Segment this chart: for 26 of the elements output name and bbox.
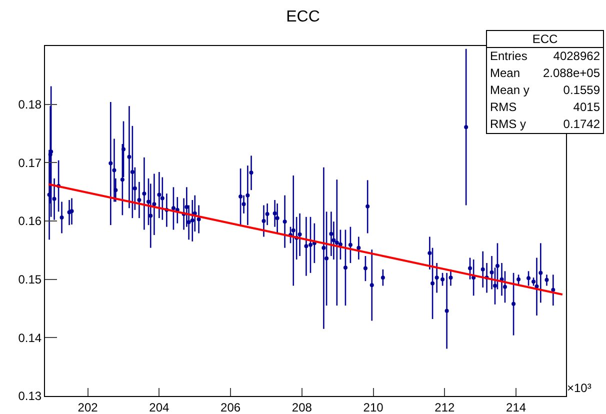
annotation: Mean (490, 65, 520, 82)
y-tick-label: 0.15 (18, 272, 42, 287)
chart-title: ECC (286, 8, 320, 26)
annotation: Entries (490, 48, 528, 65)
annotation: 2.088e+05 (542, 65, 600, 82)
annotation: RMS y (490, 116, 526, 133)
x-tick-label: 212 (434, 400, 455, 414)
annotation: 0.1559 (563, 82, 600, 99)
y-tick-label: 0.18 (18, 98, 42, 112)
x-tick-label: 210 (363, 400, 384, 414)
x-tick-label: 214 (506, 400, 526, 414)
y-tick-label: 0.17 (18, 156, 42, 170)
text: 4015 (573, 99, 600, 116)
y-tick-label: 0.13 (18, 389, 42, 404)
annotation: ECC (487, 31, 603, 48)
annotation: 4028962 (553, 48, 600, 65)
annotation: Mean y (490, 82, 530, 99)
x-tick-label: 204 (149, 400, 170, 414)
x-tick-label: 202 (78, 400, 98, 414)
annotation: 0.1742 (563, 116, 600, 133)
x-tick-label: 208 (292, 400, 312, 414)
annotation: RMS (490, 99, 517, 116)
text: ×10³ (567, 381, 592, 395)
y-tick-label: 0.14 (18, 330, 42, 345)
y-tick-label: 0.16 (18, 214, 42, 228)
x-tick-label: 206 (220, 400, 241, 414)
